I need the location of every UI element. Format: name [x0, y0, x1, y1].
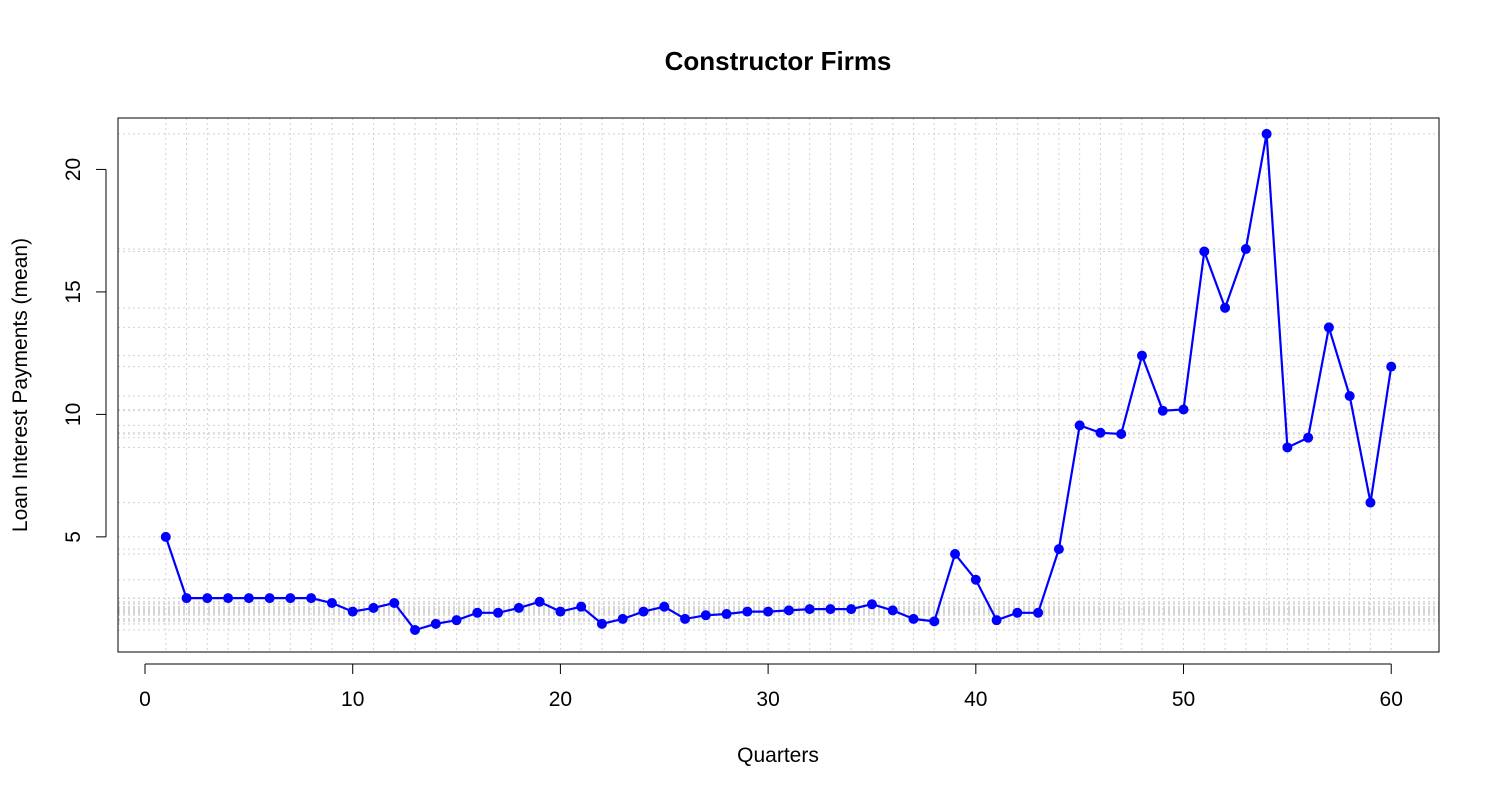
data-point — [763, 606, 774, 617]
y-tick-label: 20 — [62, 158, 85, 181]
data-point — [1136, 350, 1147, 361]
y-tick-label: 15 — [62, 280, 85, 303]
data-point — [181, 593, 192, 604]
data-point — [742, 606, 753, 617]
data-point — [1095, 427, 1106, 438]
x-tick-label: 50 — [1172, 688, 1195, 711]
plot-frame — [117, 117, 1440, 653]
data-point — [1323, 322, 1334, 333]
data-point — [1386, 361, 1397, 372]
data-point — [306, 593, 317, 604]
data-point — [243, 593, 254, 604]
x-tick-label: 20 — [549, 688, 572, 711]
data-point — [1178, 404, 1189, 415]
data-point — [555, 606, 566, 617]
data-point — [1282, 442, 1293, 453]
data-point — [1074, 420, 1085, 431]
data-point — [617, 613, 628, 624]
data-point — [451, 615, 462, 626]
y-axis: 5 10 15 20 — [62, 158, 107, 543]
x-axis: 0 10 20 30 40 50 60 — [139, 663, 1403, 711]
x-tick-label: 60 — [1380, 688, 1403, 711]
data-point — [1344, 391, 1355, 402]
data-point — [1261, 128, 1272, 139]
data-point — [1157, 405, 1168, 416]
data-point — [846, 604, 857, 615]
data-point — [347, 606, 358, 617]
data-point — [596, 618, 607, 629]
data-point — [1240, 244, 1251, 255]
x-axis-label: Quarters — [737, 744, 819, 767]
data-point — [1199, 246, 1210, 257]
data-point — [783, 605, 794, 616]
x-tick-label: 10 — [341, 688, 364, 711]
data-point — [638, 606, 649, 617]
data-point — [368, 602, 379, 613]
data-point — [223, 593, 234, 604]
data-point — [202, 593, 213, 604]
gridlines — [118, 118, 1439, 652]
data-series — [160, 128, 1397, 635]
data-point — [950, 549, 961, 560]
data-point — [389, 598, 400, 609]
y-tick-label: 5 — [62, 531, 85, 543]
data-point — [908, 613, 919, 624]
data-point — [534, 596, 545, 607]
data-point — [1053, 544, 1064, 555]
data-point — [1116, 428, 1127, 439]
data-point — [576, 601, 587, 612]
data-point — [264, 593, 275, 604]
y-tick-label: 10 — [62, 403, 85, 426]
data-point — [285, 593, 296, 604]
data-point — [659, 601, 670, 612]
data-point — [1033, 607, 1044, 618]
data-point — [887, 605, 898, 616]
data-point — [1220, 302, 1231, 313]
data-point — [1303, 432, 1314, 443]
data-point — [430, 618, 441, 629]
data-point — [866, 599, 877, 610]
data-point — [804, 604, 815, 615]
series-line — [164, 133, 1393, 632]
data-point — [410, 624, 421, 635]
x-tick-label: 0 — [139, 688, 151, 711]
data-point — [680, 613, 691, 624]
data-point — [326, 598, 337, 609]
data-point — [472, 607, 483, 618]
x-tick-label: 40 — [964, 688, 987, 711]
data-point — [700, 610, 711, 621]
y-axis-label: Loan Interest Payments (mean) — [9, 238, 32, 532]
data-point — [1012, 607, 1023, 618]
data-point — [493, 607, 504, 618]
data-point — [1365, 497, 1376, 508]
data-point — [970, 574, 981, 585]
data-point — [160, 531, 171, 542]
x-tick-label: 30 — [756, 688, 779, 711]
data-point — [825, 604, 836, 615]
data-point — [991, 615, 1002, 626]
data-point — [513, 602, 524, 613]
data-point — [721, 609, 732, 620]
data-point — [929, 616, 940, 627]
chart-title: Constructor Firms — [665, 46, 892, 76]
